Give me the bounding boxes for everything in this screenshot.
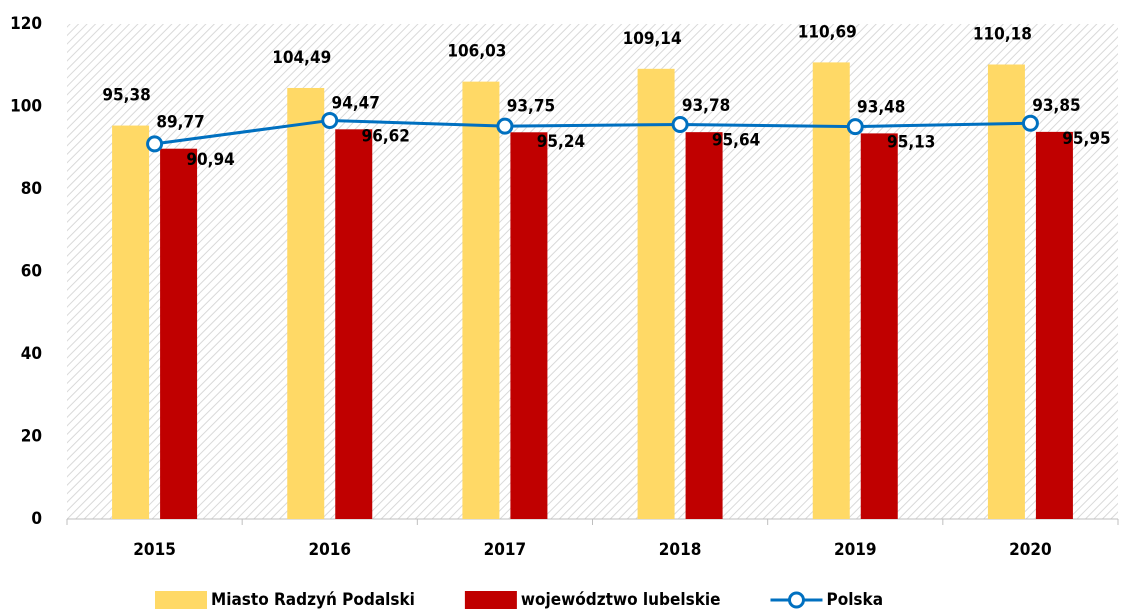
bar <box>112 125 150 520</box>
data-label: 93,48 <box>857 97 905 117</box>
data-label: 90,94 <box>186 150 234 170</box>
data-label: 95,13 <box>887 133 935 153</box>
bar <box>335 129 373 519</box>
x-tick-label: 2016 <box>308 540 351 560</box>
line-marker <box>1021 114 1039 132</box>
data-label: 110,69 <box>798 22 857 42</box>
legend-label: Polska <box>826 590 883 610</box>
data-label: 93,85 <box>1032 96 1080 116</box>
x-tick-label: 2017 <box>484 540 527 560</box>
bar <box>1035 131 1073 519</box>
legend-label: województwo lubelskie <box>521 590 721 610</box>
y-tick-label: 100 <box>10 97 42 117</box>
y-tick-label: 20 <box>21 427 42 447</box>
data-label: 104,49 <box>272 48 331 68</box>
bar <box>510 132 548 519</box>
bar <box>860 133 898 519</box>
x-tick-label: 2020 <box>1009 540 1052 560</box>
line <box>154 118 1031 146</box>
legend-swatch-marker <box>787 591 805 609</box>
y-tick-label: 60 <box>21 262 42 282</box>
data-label: 89,77 <box>156 113 204 133</box>
data-label: 109,14 <box>623 29 682 49</box>
line-marker <box>671 115 689 133</box>
legend-swatch <box>155 591 207 609</box>
bar <box>160 148 198 520</box>
x-tick-label: 2018 <box>659 540 702 560</box>
data-label: 95,64 <box>712 130 760 150</box>
line-marker <box>321 111 339 129</box>
data-label: 95,24 <box>537 132 585 152</box>
y-tick-label: 120 <box>10 14 42 34</box>
line-marker <box>496 117 514 135</box>
x-tick-label: 2019 <box>834 540 877 560</box>
data-label: 93,75 <box>507 96 555 116</box>
bar <box>685 132 723 519</box>
data-label: 94,47 <box>332 93 380 113</box>
bar <box>987 64 1025 519</box>
legend-swatch <box>464 591 517 609</box>
data-label: 106,03 <box>447 42 506 62</box>
data-label: 110,18 <box>973 25 1032 45</box>
line-marker <box>846 118 864 136</box>
y-tick-label: 0 <box>31 509 42 529</box>
y-tick-label: 40 <box>21 344 42 364</box>
line-marker <box>146 135 164 153</box>
data-label: 95,95 <box>1062 129 1110 149</box>
data-label: 95,38 <box>102 86 150 106</box>
legend-label: Miasto Radzyń Podalski <box>211 590 415 610</box>
bar <box>462 81 500 519</box>
data-label: 96,62 <box>362 126 410 146</box>
bar <box>287 87 325 519</box>
plot-background <box>67 24 1118 519</box>
x-tick-label: 2015 <box>133 540 176 560</box>
bar <box>637 68 675 520</box>
data-label: 93,78 <box>682 96 730 116</box>
bar <box>812 62 850 520</box>
y-tick-label: 80 <box>21 179 42 199</box>
